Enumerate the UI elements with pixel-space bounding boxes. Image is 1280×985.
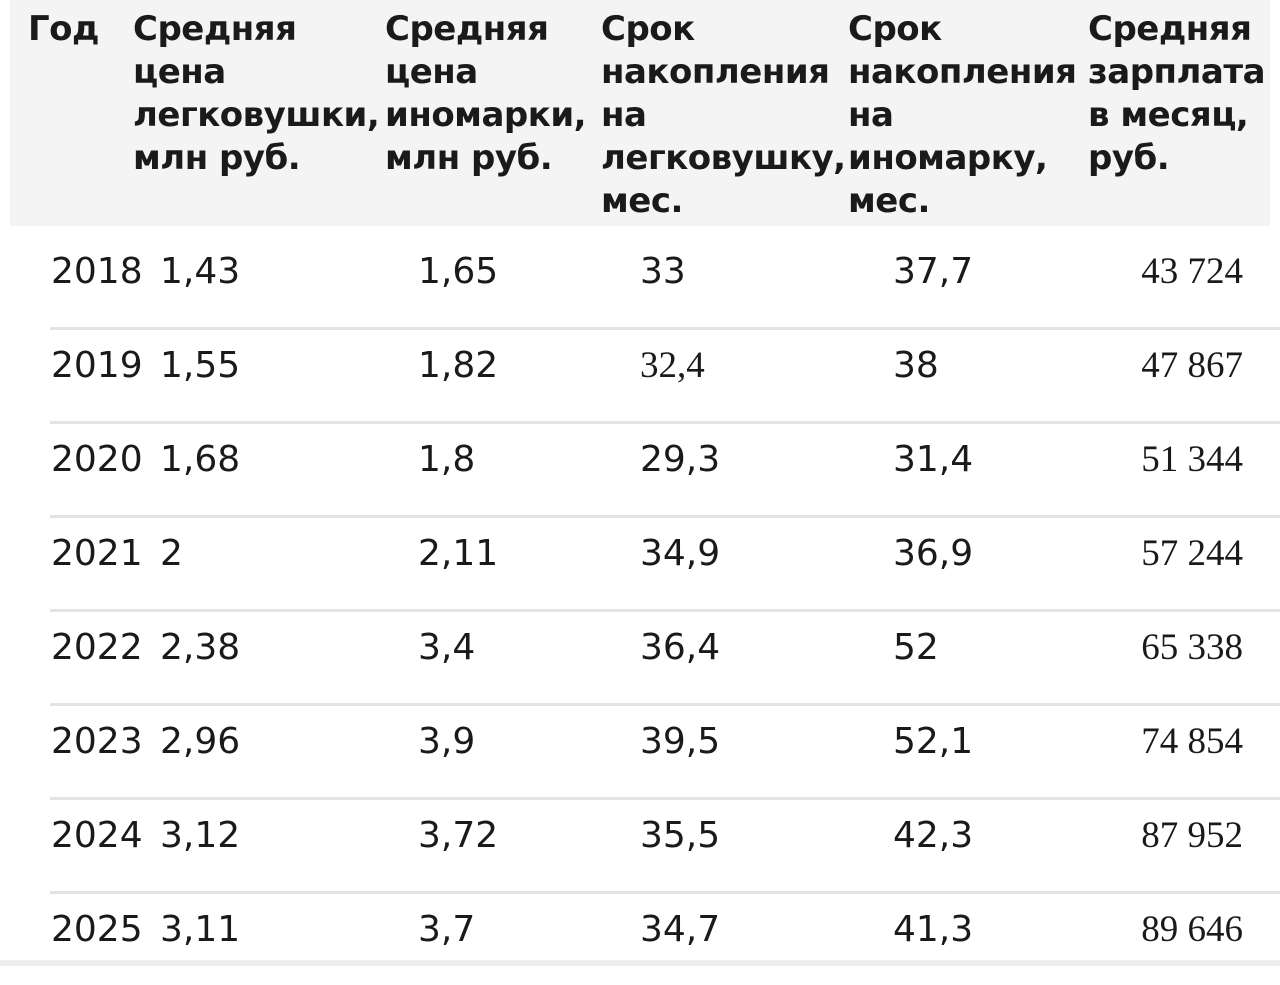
column-header-5: Срок накопления на иномарку, мес. [848, 9, 1077, 221]
table-cell: 39,5 [640, 721, 721, 762]
column-header-1: Год [28, 9, 99, 49]
table-cell: 34,9 [640, 533, 721, 574]
table-cell: 1,68 [160, 439, 241, 480]
table-cell: 57 244 [1141, 533, 1243, 574]
table-cell: 2 [160, 533, 183, 574]
table-cell: 52 [893, 627, 939, 668]
table-cell: 2024 [51, 815, 143, 856]
table-cell: 3,12 [160, 815, 241, 856]
table-cell: 35,5 [640, 815, 721, 856]
table-cell: 36,4 [640, 627, 721, 668]
table-cell: 2022 [51, 627, 143, 668]
table-cell: 2,96 [160, 721, 241, 762]
table-cell: 2018 [51, 251, 143, 292]
table-cell: 2020 [51, 439, 143, 480]
table-cell: 3,7 [418, 909, 476, 950]
table-row: 2021 2 2,11 34,9 36,9 57 244 [0, 515, 1280, 609]
table-cell: 29,3 [640, 439, 721, 480]
table-cell: 2023 [51, 721, 143, 762]
table-cell: 33 [640, 251, 686, 292]
column-header-6: Средняя зарплата в месяц, руб. [1088, 9, 1266, 178]
table-cell: 2,11 [418, 533, 499, 574]
table-cell: 41,3 [893, 909, 974, 950]
table-cell: 1,55 [160, 345, 241, 386]
row-divider [50, 327, 1280, 330]
table-cell: 47 867 [1141, 345, 1243, 386]
table-cell: 74 854 [1141, 721, 1243, 762]
table-cell: 3,11 [160, 909, 241, 950]
row-divider [50, 797, 1280, 800]
column-header-3: Средняя цена иномарки, млн руб. [385, 9, 587, 178]
table-cell: 2025 [51, 909, 143, 950]
table-cell: 2,38 [160, 627, 241, 668]
table-cell: 43 724 [1141, 251, 1243, 292]
table-cell: 3,9 [418, 721, 476, 762]
table-row: 2020 1,68 1,8 29,3 31,4 51 344 [0, 421, 1280, 515]
column-header-2: Средняя цена легковушки, млн руб. [133, 9, 380, 178]
table-row: 2025 3,11 3,7 34,7 41,3 89 646 [0, 891, 1280, 985]
table-row: 2022 2,38 3,4 36,4 52 65 338 [0, 609, 1280, 703]
table-cell: 3,4 [418, 627, 476, 668]
bottom-edge [0, 960, 1280, 966]
row-divider [50, 891, 1280, 894]
table-cell: 37,7 [893, 251, 974, 292]
table-row: 2019 1,55 1,82 32,4 38 47 867 [0, 327, 1280, 421]
table-cell: 51 344 [1141, 439, 1243, 480]
table-cell: 36,9 [893, 533, 974, 574]
table-cell: 32,4 [640, 345, 705, 386]
table-header [10, 0, 1270, 226]
table-cell: 1,43 [160, 251, 241, 292]
table-row: 2018 1,43 1,65 33 37,7 43 724 [0, 233, 1280, 327]
row-divider [50, 609, 1280, 612]
table-cell: 1,82 [418, 345, 499, 386]
row-divider [50, 703, 1280, 706]
table-row: 2023 2,96 3,9 39,5 52,1 74 854 [0, 703, 1280, 797]
table-cell: 1,8 [418, 439, 476, 480]
table-row: 2024 3,12 3,72 35,5 42,3 87 952 [0, 797, 1280, 891]
table-cell: 1,65 [418, 251, 499, 292]
table-cell: 2021 [51, 533, 143, 574]
table-cell: 3,72 [418, 815, 499, 856]
row-divider [50, 421, 1280, 424]
table-cell: 38 [893, 345, 939, 386]
row-divider [50, 515, 1280, 518]
table-cell: 42,3 [893, 815, 974, 856]
table-cell: 89 646 [1141, 909, 1243, 950]
table-cell: 65 338 [1141, 627, 1243, 668]
table-cell: 2019 [51, 345, 143, 386]
column-header-4: Срок накопления на легковушку, мес. [601, 9, 846, 221]
table-cell: 87 952 [1141, 815, 1243, 856]
table-cell: 31,4 [893, 439, 974, 480]
table-cell: 34,7 [640, 909, 721, 950]
table-cell: 52,1 [893, 721, 974, 762]
